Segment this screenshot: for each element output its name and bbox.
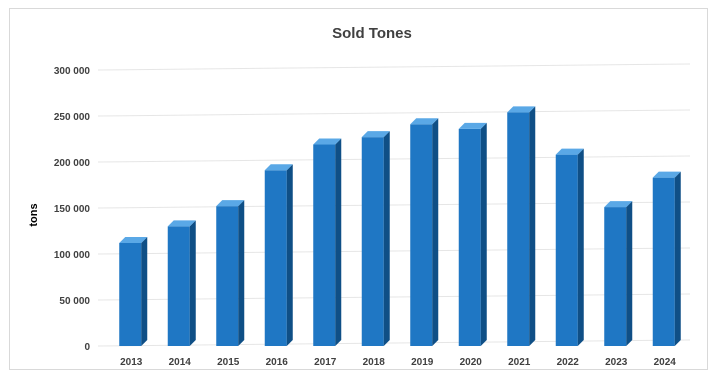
bar-top	[313, 138, 342, 145]
bar-side	[626, 201, 633, 346]
bar-front	[361, 137, 384, 346]
bar-top	[264, 164, 293, 171]
bar-front	[264, 170, 287, 346]
bar-front	[604, 207, 627, 346]
y-axis-ticks: 0 50 000 100 000 150 000 200 000 250 000 300 0…	[54, 66, 91, 353]
bar-2013	[119, 236, 148, 346]
bar-top	[361, 131, 390, 138]
bar-2024	[652, 171, 681, 346]
bar-side	[577, 148, 584, 346]
bar-front	[555, 154, 578, 346]
bar-front	[458, 128, 481, 346]
bar-2021	[507, 106, 536, 346]
bar-top	[555, 148, 584, 155]
bar-top	[119, 236, 148, 243]
chart-title: Sold Tones	[332, 25, 412, 42]
bar-side	[189, 220, 196, 346]
bar-2018	[361, 131, 390, 346]
bar-front	[652, 177, 675, 346]
bar-top	[604, 201, 633, 208]
bar-2023	[604, 201, 633, 346]
bar-top	[652, 171, 681, 178]
y-tick-label: 250 000	[54, 112, 91, 123]
y-axis-label: tons	[28, 203, 40, 226]
bar-2020	[458, 122, 487, 346]
bar-side	[432, 118, 439, 346]
y-tick-label: 300 000	[54, 66, 91, 77]
y-tick-label: 100 000	[54, 250, 91, 261]
bar-front	[507, 112, 530, 346]
bar-top	[216, 200, 245, 207]
bars	[119, 106, 681, 346]
x-tick-label: 2016	[266, 357, 289, 368]
bar-front	[410, 124, 433, 346]
x-tick-label: 2018	[363, 357, 386, 368]
bar-top	[507, 106, 536, 113]
gridline	[97, 155, 691, 163]
gridline	[97, 293, 691, 301]
bar-2015	[216, 200, 245, 346]
x-tick-label: 2024	[654, 357, 677, 368]
bar-top	[167, 220, 196, 227]
x-tick-label: 2023	[605, 357, 628, 368]
bar-top	[458, 122, 487, 129]
x-tick-label: 2019	[411, 357, 434, 368]
bar-2017	[313, 138, 342, 346]
x-tick-label: 2017	[314, 357, 337, 368]
x-tick-label: 2015	[217, 357, 240, 368]
gridline	[97, 201, 691, 209]
bar-side	[335, 138, 342, 346]
x-tick-label: 2020	[460, 357, 483, 368]
bar-2014	[167, 220, 196, 346]
bar-front	[216, 206, 239, 346]
bar-side	[674, 171, 681, 346]
bar-front	[313, 144, 336, 346]
x-tick-label: 2022	[557, 357, 580, 368]
gridline	[97, 63, 691, 71]
x-tick-label: 2014	[169, 357, 192, 368]
x-axis-ticks: 2013 2014 2015 2016 2017 2018 2019 2020 2021 2022…	[120, 357, 676, 368]
bar-2019	[410, 118, 439, 346]
y-tick-label: 0	[84, 342, 90, 353]
bar-side	[238, 200, 245, 346]
bar-side	[529, 106, 536, 346]
y-tick-label: 200 000	[54, 158, 91, 169]
x-tick-label: 2013	[120, 357, 143, 368]
gridlines	[97, 63, 691, 347]
bar-front	[167, 226, 190, 346]
x-tick-label: 2021	[508, 357, 531, 368]
bar-side	[141, 236, 148, 346]
gridline	[97, 339, 691, 347]
bar-2022	[555, 148, 584, 346]
bar-side	[480, 122, 487, 346]
gridline	[97, 109, 691, 117]
bar-side	[286, 164, 293, 346]
y-tick-label: 150 000	[54, 204, 91, 215]
bar-front	[119, 242, 142, 346]
gridline	[97, 247, 691, 255]
bar-side	[383, 131, 390, 346]
y-tick-label: 50 000	[59, 296, 90, 307]
bar-top	[410, 118, 439, 125]
bar-2016	[264, 164, 293, 346]
